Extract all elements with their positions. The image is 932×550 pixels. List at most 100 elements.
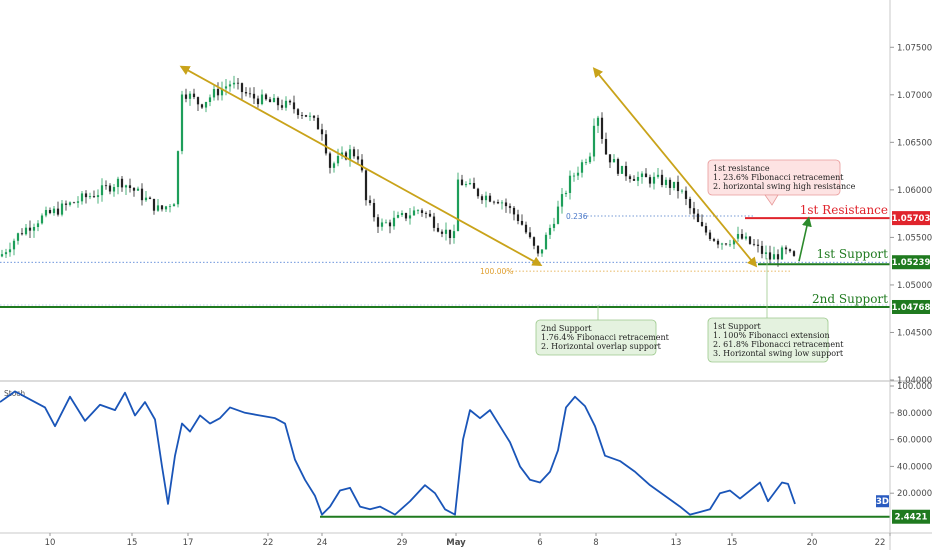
candle-body (508, 206, 512, 208)
candle (708, 229, 712, 241)
price-tick-label: 1.06000 (897, 186, 932, 196)
candle-body (612, 159, 616, 163)
candle-body (460, 179, 464, 186)
candle-body (280, 105, 284, 108)
candle (220, 81, 224, 101)
candle (248, 87, 252, 98)
candle (0, 249, 4, 258)
candle (24, 223, 28, 236)
candle-body (692, 208, 696, 214)
candle-body (184, 94, 188, 99)
candle-body (108, 185, 112, 192)
stoch-value-tag: 2.4421 (892, 509, 930, 524)
candle-body (568, 175, 572, 193)
candle-body (88, 196, 92, 198)
candle-body (584, 162, 588, 164)
candle (484, 191, 488, 208)
candle-body (784, 247, 788, 250)
candle (352, 146, 356, 159)
candle (116, 176, 120, 195)
time-tick-label: May (446, 538, 466, 548)
candle (16, 232, 20, 245)
candle-body (548, 227, 552, 235)
candle (720, 242, 724, 250)
candle (48, 207, 52, 215)
price-tick-label: 1.04000 (897, 376, 932, 386)
s1-note-line: 1. 100% Fibonacci extension (713, 331, 830, 340)
candle-body (712, 239, 716, 241)
candle-body (444, 229, 448, 234)
candle (760, 240, 764, 259)
candle-body (208, 97, 212, 102)
candle (516, 209, 520, 225)
price-tick-label: 1.04500 (897, 328, 932, 338)
candle-body (4, 252, 8, 255)
candle (448, 229, 452, 245)
candle-body (36, 223, 40, 227)
candle-body (264, 94, 268, 100)
candle-body (148, 197, 152, 199)
candle (348, 144, 352, 167)
price-tick-label: 1.05500 (897, 233, 932, 243)
candle-body (660, 174, 664, 186)
price-panel[interactable]: 1st Resistance 1st Support 2nd Support 0.23… (0, 65, 890, 308)
fib-0236-label: 0.236 (566, 212, 588, 221)
candle (140, 183, 144, 206)
candle (780, 245, 784, 260)
candle-body (276, 97, 280, 106)
candle (604, 132, 608, 156)
candle (328, 151, 332, 174)
candle (460, 174, 464, 186)
candle (272, 94, 276, 103)
candle (260, 89, 264, 106)
time-tick-label: 15 (127, 538, 138, 548)
candle-body (336, 155, 340, 164)
stochastic-panel[interactable]: Stoch (0, 389, 890, 518)
candle-body (500, 202, 504, 204)
s2-note-line: 2nd Support (541, 324, 592, 333)
candle-body (576, 172, 580, 176)
candle (596, 115, 600, 134)
candle-body (604, 138, 608, 155)
time-tick-label: 17 (183, 538, 194, 548)
candle-body (616, 159, 620, 174)
candle-body (408, 215, 412, 219)
candle (92, 190, 96, 199)
candle-body (472, 183, 476, 189)
candle (56, 201, 60, 217)
candle (60, 199, 64, 217)
candle-body (520, 220, 524, 225)
candle (216, 82, 220, 101)
candle-body (524, 224, 528, 233)
candle-body (288, 100, 292, 103)
candle-body (756, 244, 760, 246)
candle-body (136, 188, 140, 191)
candle (64, 200, 68, 211)
candle-body (152, 198, 156, 211)
candle-body (504, 202, 508, 207)
candle-body (564, 192, 568, 195)
candle-body (176, 151, 180, 205)
time-tick-label: 22 (875, 538, 886, 548)
candle (792, 250, 796, 257)
candle-body (180, 94, 184, 152)
candle-body (356, 156, 360, 160)
candle (532, 236, 536, 250)
candle (512, 205, 516, 221)
time-tick-label: 6 (537, 538, 542, 548)
candle-body (352, 149, 356, 157)
candle-body (528, 232, 532, 238)
candle (264, 93, 268, 101)
candle (144, 191, 148, 202)
candle (320, 123, 324, 141)
candle-body (736, 233, 740, 239)
candle (40, 213, 44, 225)
candle-body (260, 94, 264, 105)
candle (284, 96, 288, 111)
candle (8, 242, 12, 257)
candle (324, 130, 328, 156)
candle (388, 219, 392, 234)
candle-body (168, 206, 172, 208)
